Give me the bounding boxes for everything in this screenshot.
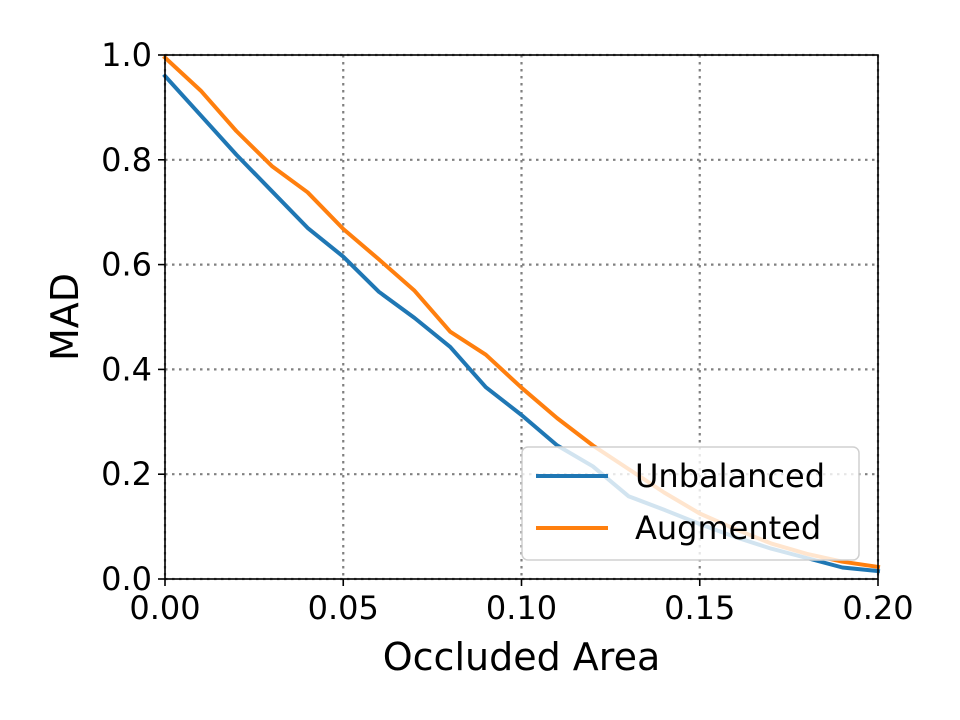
y-tick-label: 0.0 (101, 560, 152, 598)
y-tick-label: 0.8 (101, 141, 152, 179)
x-axis-label: Occluded Area (383, 635, 661, 679)
axis-ticks: 0.00 0.05 0.10 0.15 0.20 0.0 0.2 0.4 0.6 0.8 1.0 (101, 36, 914, 627)
y-tick-label: 0.2 (101, 455, 152, 493)
legend: Unbalanced Augmented (521, 446, 860, 561)
x-tick-label: 0.15 (664, 589, 735, 627)
y-tick-label: 0.4 (101, 350, 152, 388)
legend-label-unbalanced: Unbalanced (635, 457, 825, 495)
y-axis-label: MAD (43, 273, 87, 361)
x-tick-label: 0.10 (486, 589, 557, 627)
x-tick-label: 0.20 (842, 589, 913, 627)
y-tick-label: 0.6 (101, 246, 152, 284)
x-tick-label: 0.05 (308, 589, 379, 627)
legend-label-augmented: Augmented (635, 509, 821, 547)
x-tick-label: 0.00 (129, 589, 200, 627)
y-tick-label: 1.0 (101, 36, 152, 74)
